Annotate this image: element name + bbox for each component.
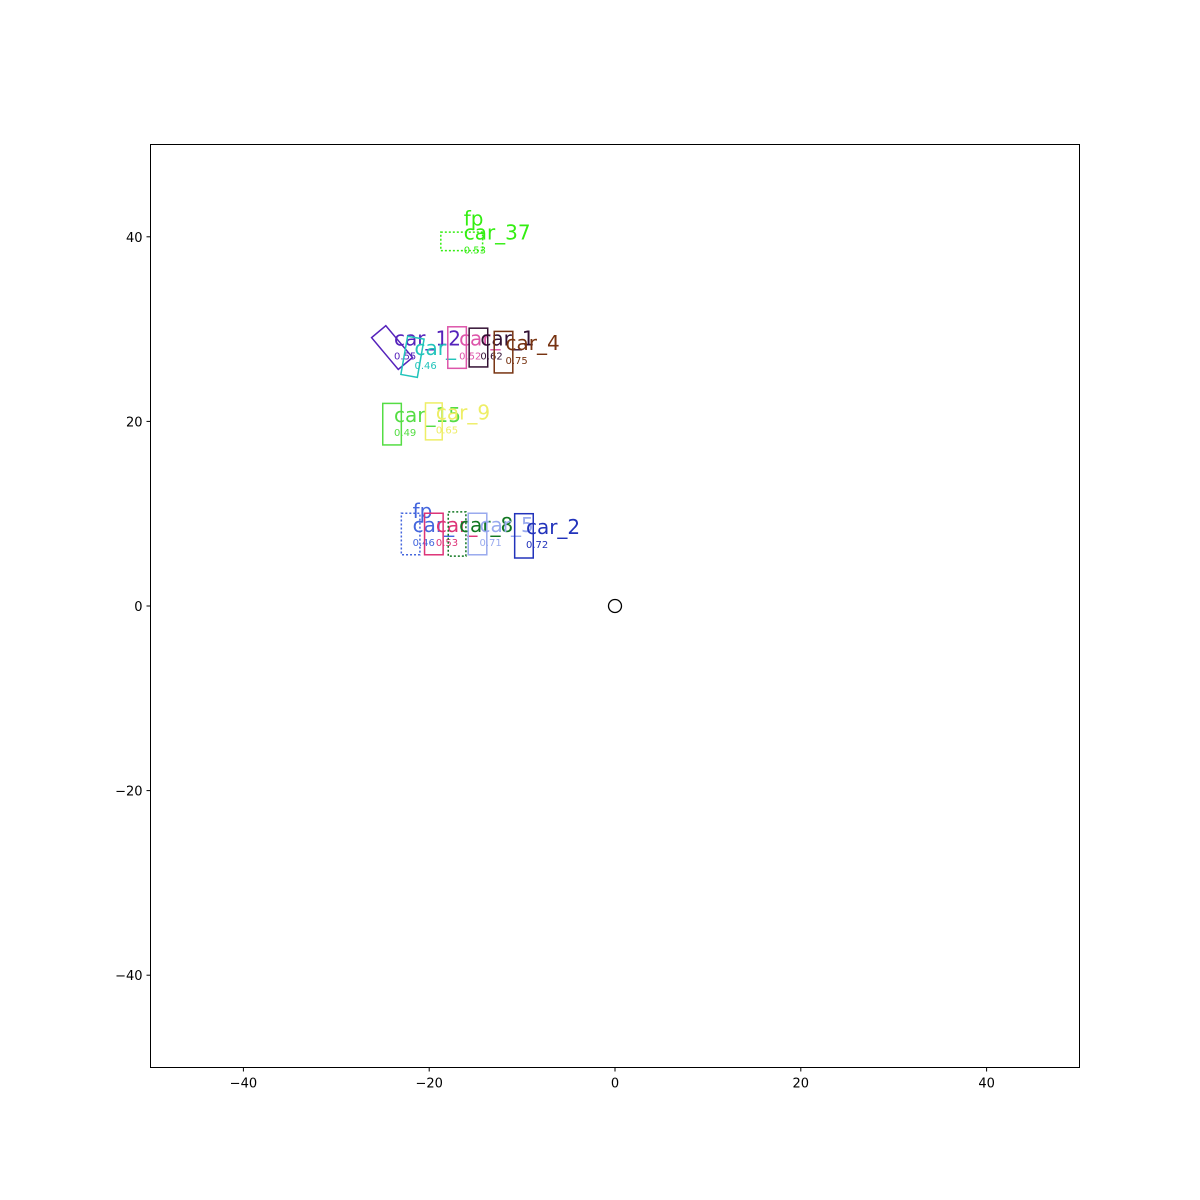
detection-box <box>382 402 403 446</box>
detection-box <box>447 326 468 370</box>
box-label: car_15 <box>394 403 461 427</box>
detection-box-group: car_0.53 <box>423 512 478 556</box>
detection-box <box>400 512 421 556</box>
y-tick-label: 40 <box>126 231 143 246</box>
detection-box <box>467 512 488 556</box>
x-tick-label: −40 <box>230 1077 257 1092</box>
box-label: car_9 <box>436 400 490 424</box>
x-tick-label: 20 <box>793 1077 810 1092</box>
axes-frame <box>150 144 1080 1068</box>
x-tick-label: 40 <box>978 1077 995 1092</box>
box-score-label: 0.72 <box>526 540 548 551</box>
box-score-label: 0.46 <box>413 538 435 549</box>
box-score-label: 0.75 <box>506 356 528 367</box>
detection-box <box>513 512 534 559</box>
box-score-label: 0.49 <box>394 428 416 439</box>
plot-area: car_37fp0.53car_120.55car_0.46car_0.52ca… <box>370 206 623 614</box>
box-fp-label: fp <box>413 499 433 523</box>
box-label: car_37 <box>464 220 531 244</box>
box-score-label: 0.46 <box>414 361 436 372</box>
box-label: car_1 <box>480 327 534 351</box>
x-axis: −40 −20 0 20 40 <box>230 1067 995 1092</box>
detection-box-group: car_20.72 <box>513 512 580 559</box>
detection-box <box>423 512 444 556</box>
box-label: car_5 <box>480 513 534 537</box>
y-tick-label: 0 <box>134 600 142 615</box>
y-tick-label: −20 <box>115 785 142 800</box>
y-axis: −40 −20 0 20 40 <box>115 231 151 984</box>
detection-box <box>493 330 514 374</box>
box-label: car_ <box>414 336 456 360</box>
box-label: car_2 <box>526 515 580 539</box>
detection-box-group: car_50.71 <box>467 512 534 556</box>
detection-box-group: car_fp 0.46 <box>400 499 455 556</box>
y-tick-label: 20 <box>126 415 143 430</box>
box-score-label: 0.53 <box>464 245 486 256</box>
ego-vehicle-marker <box>607 598 623 614</box>
box-label: car_4 <box>506 331 560 355</box>
box-label: car_ <box>436 513 478 537</box>
box-score-label: 0.65 <box>436 425 458 436</box>
box-score-label: 0.62 <box>480 352 502 363</box>
detection-box-group: car_10.62 <box>468 327 535 368</box>
detection-box <box>468 327 489 368</box>
box-score-label: 0.53 <box>436 538 458 549</box>
detection-box-group: car_90.65 <box>424 400 490 441</box>
detection-box-group: car_40.75 <box>493 330 560 374</box>
y-tick-label: −40 <box>115 969 142 984</box>
x-tick-label: −20 <box>415 1077 442 1092</box>
box-score-label: 0.71 <box>480 538 502 549</box>
box-score-label: 0.55 <box>394 352 416 363</box>
detection-box <box>370 324 414 371</box>
x-tick-label: 0 <box>611 1077 619 1092</box>
detection-box <box>447 511 467 557</box>
detection-box-group: car_0.46 <box>400 335 457 379</box>
box-label: car_ <box>413 513 455 537</box>
detection-box <box>424 402 443 441</box>
detection-box-group: car_150.49 <box>382 402 461 446</box>
detection-box <box>440 231 484 252</box>
box-fp-label: fp <box>464 206 484 230</box>
detection-box <box>400 335 425 379</box>
box-score-label: 0.52 <box>459 352 481 363</box>
